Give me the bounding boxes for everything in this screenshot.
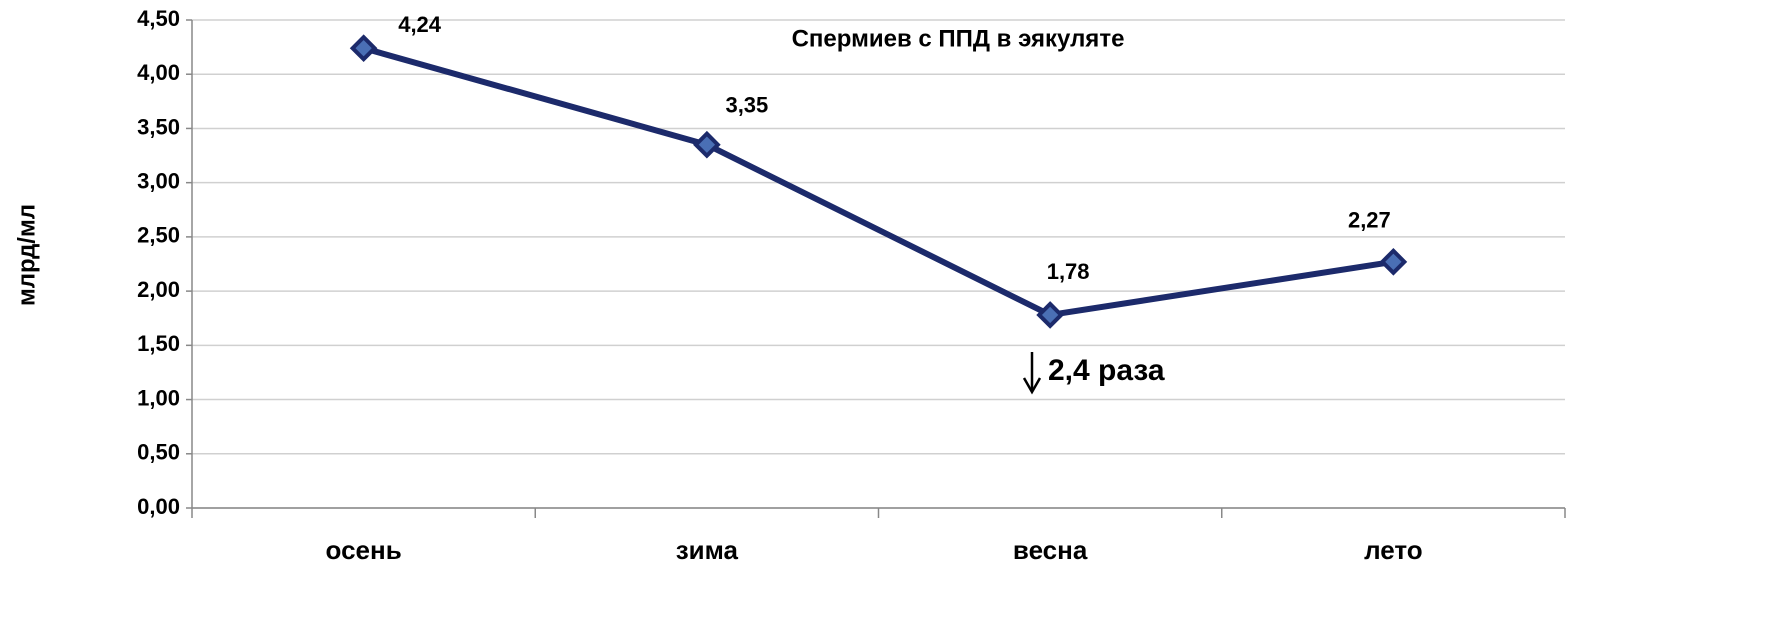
chart-title: Спермиев с ППД в эякуляте [792,25,1125,52]
y-axis-label: млрд/мл [13,204,40,306]
data-label: 4,24 [398,12,442,37]
y-tick-label: 4,50 [137,6,180,31]
marker [349,34,378,63]
data-label: 3,35 [725,93,768,118]
line [362,45,1394,318]
y-tick-label: 3,50 [137,114,180,139]
x-tick-label: весна [1013,535,1088,565]
x-tick-label: осень [326,535,402,565]
y-tick-label: 1,00 [137,385,180,410]
y-tick-label: 2,50 [137,223,180,248]
y-tick-label: 0,00 [137,494,180,519]
data-label: 1,78 [1047,259,1090,284]
data-label: 2,27 [1348,208,1391,233]
y-tick-label: 2,00 [137,277,180,302]
y-tick-label: 4,00 [137,60,180,85]
x-tick-label: зима [676,535,739,565]
marker [1379,248,1408,276]
annotation-arrow [1022,352,1042,395]
x-tick-label: лето [1364,535,1423,565]
y-tick-label: 1,50 [137,331,180,356]
marker [693,130,721,159]
annotation: 2,4 раза [1048,354,1165,387]
marker [1036,301,1064,329]
y-tick-label: 0,50 [137,440,180,465]
y-tick-label: 3,00 [137,168,180,193]
